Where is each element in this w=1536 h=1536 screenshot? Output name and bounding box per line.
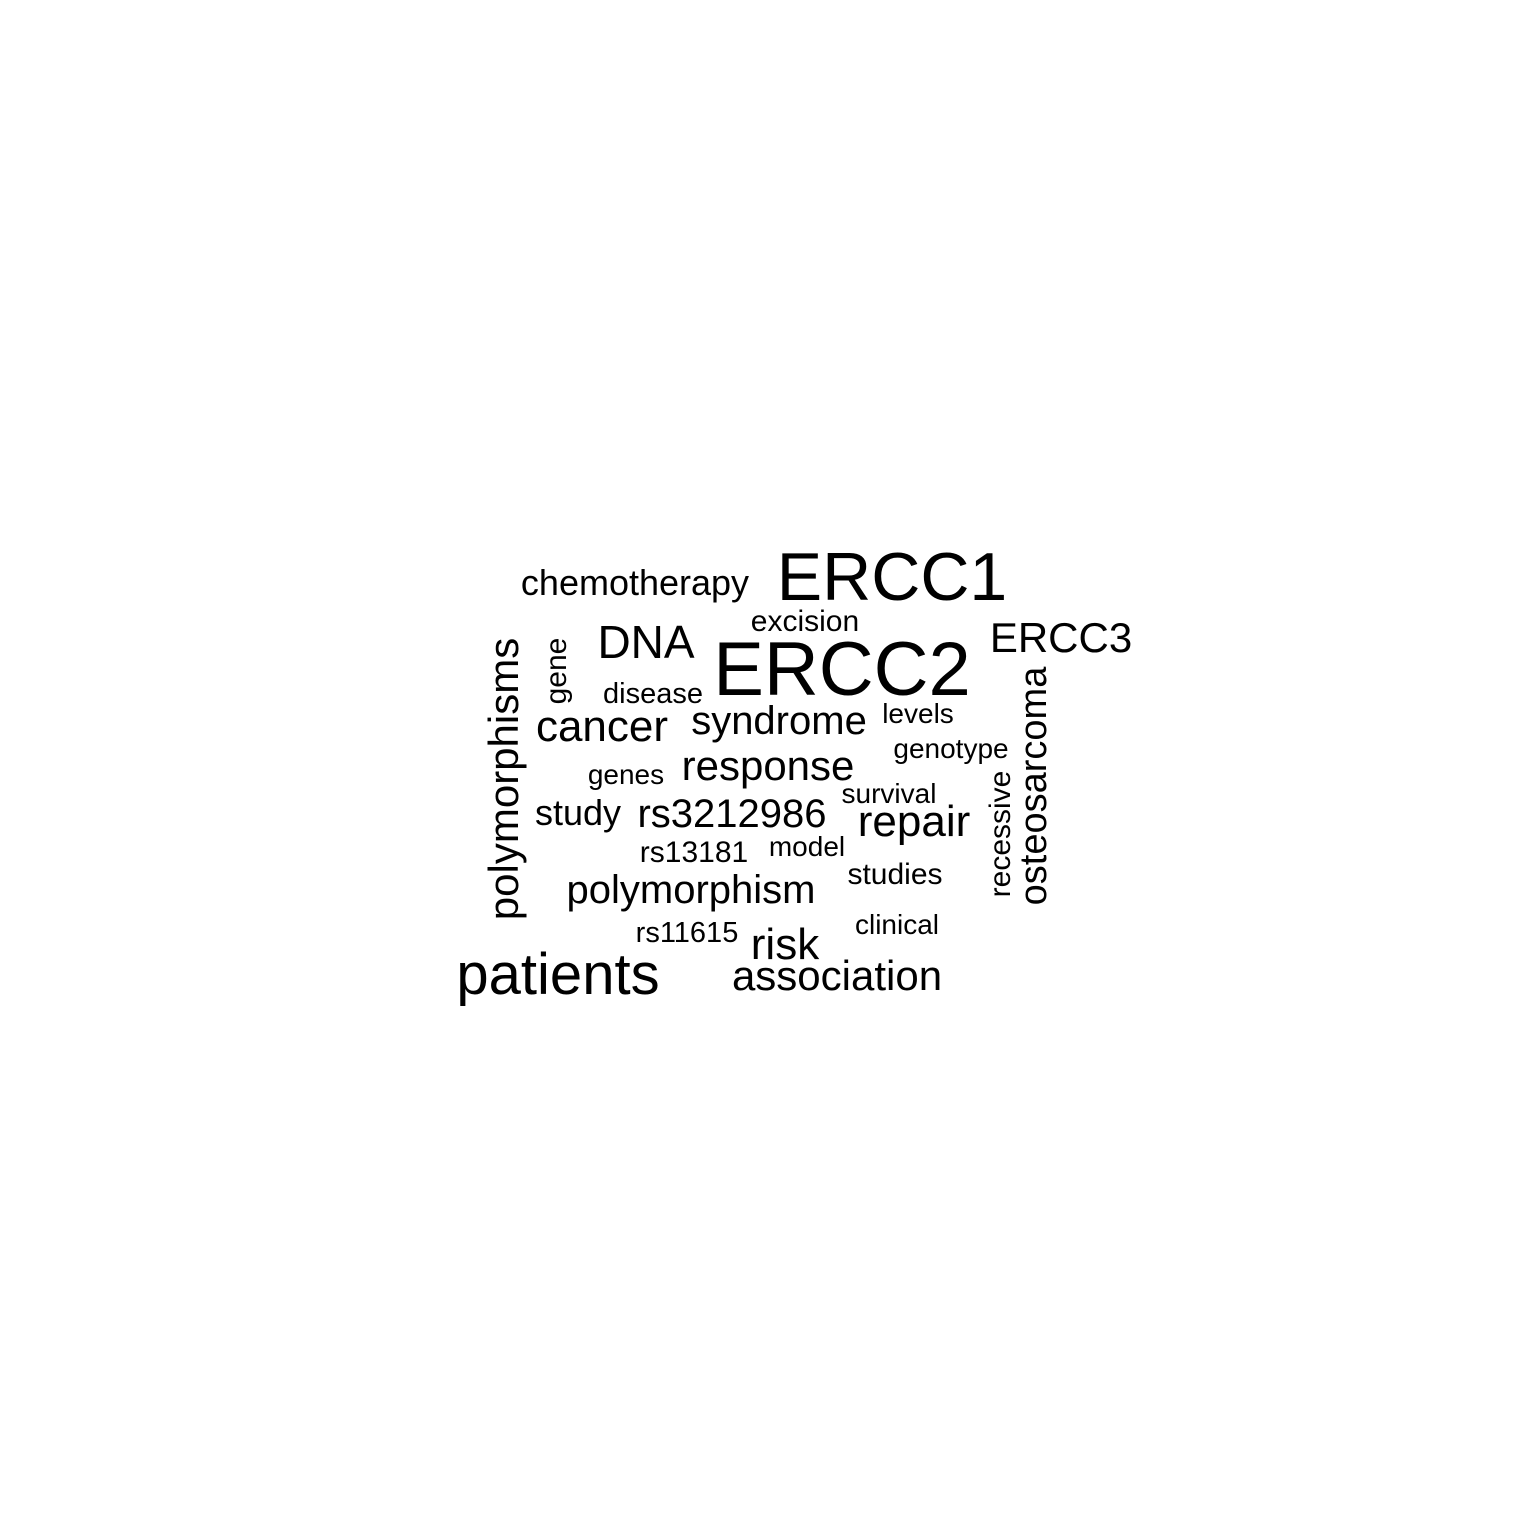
word-response: response [682, 742, 855, 789]
word-rs3212986: rs3212986 [637, 792, 826, 836]
word-recessive: recessive [984, 771, 1017, 898]
word-clinical: clinical [855, 909, 939, 940]
word-osteosarcoma: osteosarcoma [1013, 666, 1055, 906]
word-polymorphism: polymorphism [567, 868, 816, 912]
word-syndrome: syndrome [691, 699, 867, 743]
word-rs11615: rs11615 [636, 917, 739, 949]
word-ercc3: ERCC3 [990, 614, 1132, 661]
word-excision: excision [751, 605, 859, 638]
word-survival: survival [842, 778, 937, 809]
word-gene: gene [540, 638, 573, 705]
word-disease: disease [603, 678, 703, 710]
word-patients: patients [456, 942, 659, 1007]
word-genes: genes [588, 759, 664, 790]
word-genotype: genotype [893, 733, 1008, 764]
word-studies: studies [847, 858, 942, 891]
word-ercc1: ERCC1 [777, 539, 1008, 615]
word-chemotherapy: chemotherapy [521, 562, 749, 603]
word-levels: levels [882, 698, 954, 729]
word-dna: DNA [597, 616, 694, 668]
word-model: model [769, 831, 845, 862]
word-study: study [535, 792, 621, 833]
word-rs13181: rs13181 [640, 836, 748, 869]
word-polymorphisms: polymorphisms [480, 638, 527, 920]
word-risk: risk [751, 920, 820, 969]
